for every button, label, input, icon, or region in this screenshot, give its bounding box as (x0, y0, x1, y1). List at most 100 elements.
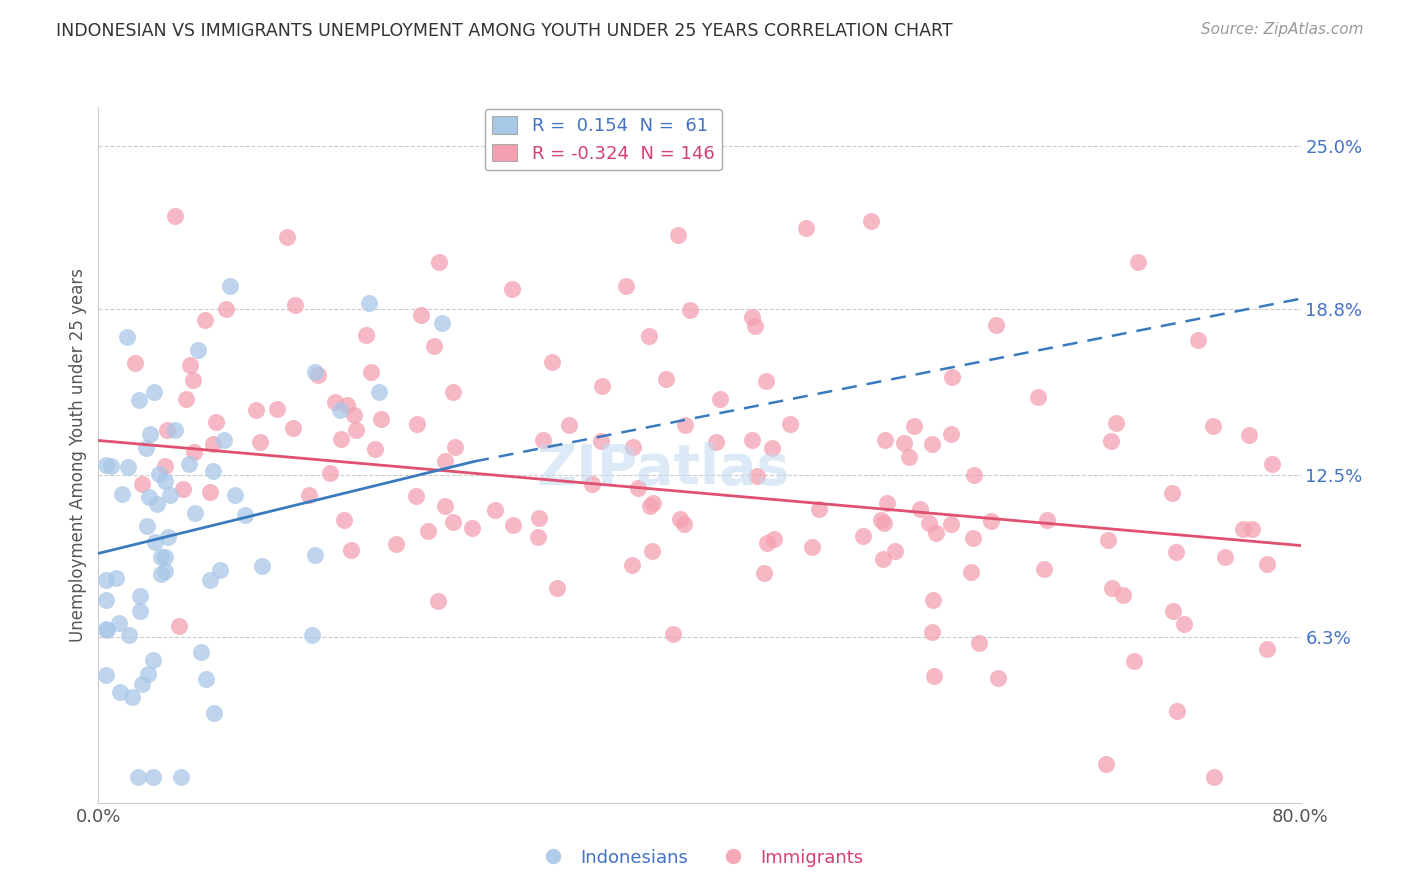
Point (655, 372, 678, 386)
Point (198, 484, 221, 499)
Point (501, 282, 523, 296)
Point (502, 518, 524, 533)
Point (108, 616, 131, 631)
Point (755, 535, 778, 549)
Point (443, 441, 465, 455)
Point (527, 529, 550, 543)
Point (194, 672, 217, 686)
Point (531, 433, 554, 447)
Point (332, 513, 354, 527)
Point (179, 458, 201, 472)
Point (94, 622, 117, 636)
Point (591, 378, 613, 392)
Point (1101, 581, 1123, 595)
Point (980, 514, 1002, 528)
Point (921, 437, 943, 451)
Point (621, 441, 644, 455)
Point (1164, 545, 1187, 559)
Point (441, 384, 464, 399)
Point (741, 434, 763, 448)
Point (461, 521, 484, 535)
Point (153, 475, 176, 489)
Point (304, 365, 326, 379)
Point (205, 415, 228, 429)
Point (423, 339, 446, 353)
Point (214, 302, 236, 317)
Point (198, 573, 221, 587)
Point (163, 209, 186, 223)
Point (181, 374, 204, 388)
Point (1123, 654, 1146, 668)
Point (364, 442, 387, 456)
Point (411, 308, 433, 322)
Point (148, 467, 170, 481)
Point (581, 477, 603, 491)
Point (1161, 485, 1184, 500)
Point (335, 398, 357, 412)
Point (276, 230, 298, 244)
Point (641, 496, 664, 510)
Point (325, 395, 347, 409)
Point (212, 433, 235, 447)
Point (761, 442, 783, 456)
Point (105, 571, 128, 585)
Point (967, 636, 990, 650)
Point (1204, 770, 1226, 784)
Point (115, 330, 138, 344)
Point (852, 529, 875, 543)
Point (304, 549, 326, 563)
Point (614, 279, 637, 293)
Point (298, 488, 321, 502)
Point (190, 645, 212, 659)
Point (427, 594, 450, 608)
Point (1256, 641, 1278, 656)
Point (94, 592, 117, 607)
Point (118, 628, 141, 642)
Point (672, 516, 695, 531)
Point (666, 227, 689, 242)
Point (155, 550, 177, 565)
Point (1161, 604, 1184, 618)
Point (627, 481, 650, 495)
Point (179, 359, 201, 373)
Point (1097, 533, 1119, 547)
Point (233, 508, 256, 522)
Point (94, 458, 117, 472)
Point (755, 375, 778, 389)
Point (209, 563, 232, 577)
Point (1256, 557, 1278, 571)
Point (183, 445, 205, 459)
Point (157, 530, 180, 544)
Point (1099, 434, 1122, 448)
Point (117, 460, 139, 475)
Point (762, 532, 785, 546)
Point (165, 423, 187, 437)
Text: INDONESIAN VS IMMIGRANTS UNEMPLOYMENT AMONG YOUTH UNDER 25 YEARS CORRELATION CHA: INDONESIAN VS IMMIGRANTS UNEMPLOYMENT AM… (56, 22, 953, 40)
Point (143, 535, 166, 549)
Point (662, 627, 685, 641)
Point (925, 526, 948, 541)
Point (146, 497, 169, 511)
Point (668, 512, 690, 526)
Point (283, 420, 305, 434)
Point (589, 434, 612, 449)
Point (127, 770, 149, 784)
Point (131, 677, 153, 691)
Point (142, 770, 165, 784)
Point (184, 506, 207, 520)
Point (266, 402, 288, 417)
Point (142, 385, 165, 400)
Point (1166, 704, 1188, 718)
Point (96, 624, 118, 638)
Point (875, 433, 897, 447)
Point (301, 628, 323, 642)
Point (174, 392, 197, 407)
Point (1128, 254, 1150, 268)
Point (921, 625, 943, 640)
Y-axis label: Unemployment Among Youth under 25 years: Unemployment Among Youth under 25 years (69, 268, 87, 642)
Point (307, 368, 329, 383)
Point (149, 550, 172, 565)
Point (357, 295, 380, 310)
Point (150, 566, 173, 581)
Point (202, 437, 225, 451)
